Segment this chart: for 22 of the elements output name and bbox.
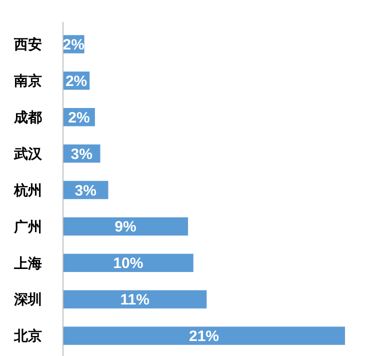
y-tick-label: 武汉 [13, 146, 43, 162]
bar [63, 326, 345, 345]
y-tick-label: 深圳 [13, 292, 42, 308]
y-tick-label: 上海 [13, 256, 42, 272]
y-tick-label: 南京 [13, 72, 42, 90]
y-tick-label: 成都 [13, 110, 42, 126]
bar [63, 290, 207, 308]
data-label: 2% [65, 72, 88, 90]
data-label: 9% [114, 218, 136, 236]
data-label: 2% [62, 36, 84, 54]
y-tick-label: 广州 [13, 218, 42, 236]
data-label: 10% [113, 255, 144, 272]
bar [63, 217, 188, 236]
data-label: 3% [70, 146, 92, 163]
y-tick-label: 杭州 [13, 182, 42, 199]
data-label: 2% [68, 109, 90, 126]
bar [63, 254, 194, 272]
data-label: 21% [188, 328, 220, 346]
data-label: 3% [74, 182, 96, 200]
y-tick-label: 西安 [13, 36, 42, 54]
data-label: 11% [120, 292, 150, 309]
y-tick-label: 北京 [13, 328, 42, 345]
